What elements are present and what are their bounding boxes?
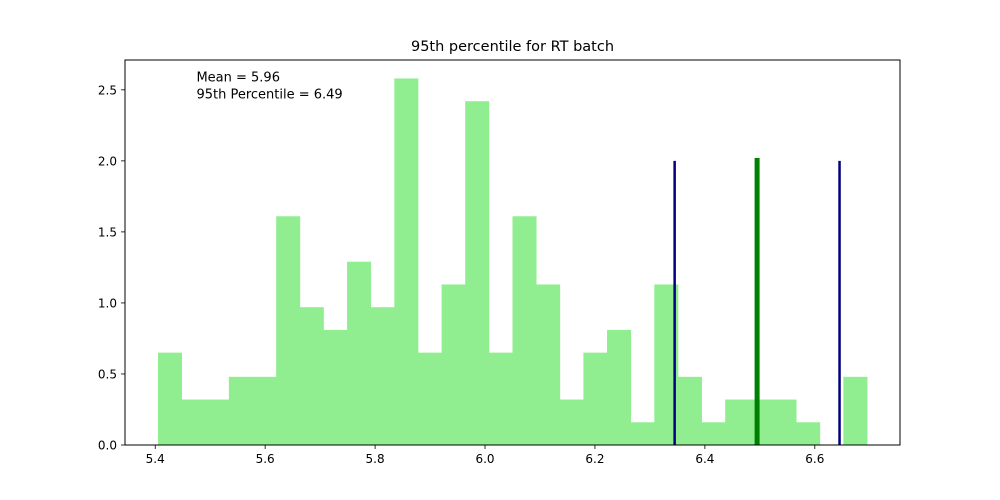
chart-title: 95th percentile for RT batch <box>411 39 614 55</box>
histogram-bar <box>677 376 702 445</box>
y-tick-label: 2.5 <box>98 83 117 97</box>
x-axis-ticks: 5.4 5.6 5.8 6.0 6.2 6.4 6.6 <box>146 445 824 466</box>
y-tick-label: 1.5 <box>98 225 117 239</box>
annotation-text-2: 95th Percentile = 6.49 <box>196 88 342 103</box>
histogram-bar <box>417 352 442 445</box>
histogram-bar <box>512 216 537 445</box>
histogram-bar <box>465 101 490 445</box>
y-tick-label: 2.0 <box>98 154 117 168</box>
x-tick-label: 6.0 <box>475 452 494 466</box>
x-tick-label: 6.6 <box>805 452 824 466</box>
histogram-bar <box>725 399 750 445</box>
histogram-bar <box>394 78 419 446</box>
y-tick-label: 0.5 <box>98 367 117 381</box>
y-axis-ticks: 0.0 0.5 1.0 1.5 2.0 2.5 <box>98 83 125 453</box>
histogram-bar <box>630 422 655 445</box>
histogram-bar <box>796 422 821 445</box>
histogram-bar <box>323 329 348 445</box>
histogram-bar <box>536 284 561 445</box>
x-tick-label: 5.8 <box>366 452 385 466</box>
x-tick-label: 5.6 <box>256 452 275 466</box>
histogram-bar <box>370 307 395 445</box>
y-tick-label: 1.0 <box>98 296 117 310</box>
histogram-bar <box>748 399 773 445</box>
annotations: Mean = 5.96 95th Percentile = 6.49 <box>196 71 342 103</box>
reference-lines <box>673 158 841 445</box>
x-tick-label: 6.2 <box>585 452 604 466</box>
histogram-bar <box>181 399 206 445</box>
histogram-bar <box>205 399 230 445</box>
histogram-bar <box>347 261 372 445</box>
histogram-bar <box>583 352 608 445</box>
histogram-bar <box>252 376 277 445</box>
histogram-bar <box>228 376 253 445</box>
histogram-bar <box>276 216 301 445</box>
histogram-bar <box>843 376 868 445</box>
histogram-bar <box>772 399 797 445</box>
annotation-text-1: Mean = 5.96 <box>196 71 280 86</box>
histogram-bar <box>559 399 584 445</box>
histogram-bar <box>157 352 183 445</box>
histogram-bars <box>157 78 868 446</box>
histogram-bar <box>441 284 466 445</box>
histogram-bar <box>488 352 513 445</box>
histogram-bar <box>701 422 726 445</box>
plot-frame <box>124 59 901 446</box>
x-tick-label: 5.4 <box>146 452 165 466</box>
x-tick-label: 6.4 <box>695 452 714 466</box>
histogram-bar <box>299 307 324 445</box>
histogram-bar <box>607 329 632 445</box>
y-tick-label: 0.0 <box>98 439 117 453</box>
